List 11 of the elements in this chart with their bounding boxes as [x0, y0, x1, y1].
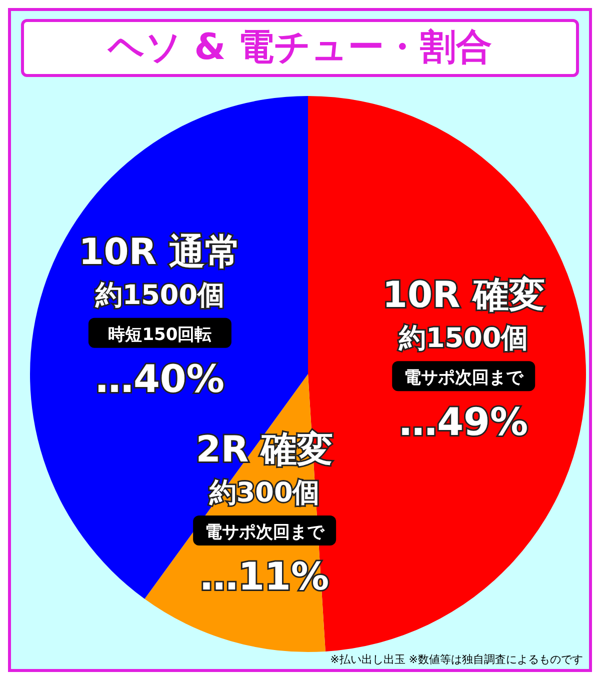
data-label: …49%	[399, 400, 528, 444]
slice-label: 10R 確変	[382, 275, 545, 316]
text: ※払い出し出玉 ※数値等は独自調査によるものです	[330, 652, 583, 667]
slice-label: 10R 通常	[78, 232, 242, 273]
data-label: …40%	[95, 356, 224, 401]
text: 約1500個	[95, 280, 225, 311]
text: 電サポ次回まで	[404, 368, 524, 388]
text: 時短150回転	[108, 324, 212, 345]
text: 約1500個	[399, 323, 528, 354]
text: 電サポ次回まで	[205, 522, 324, 542]
chart-title: ヘソ & 電チュー・割合	[21, 19, 579, 77]
